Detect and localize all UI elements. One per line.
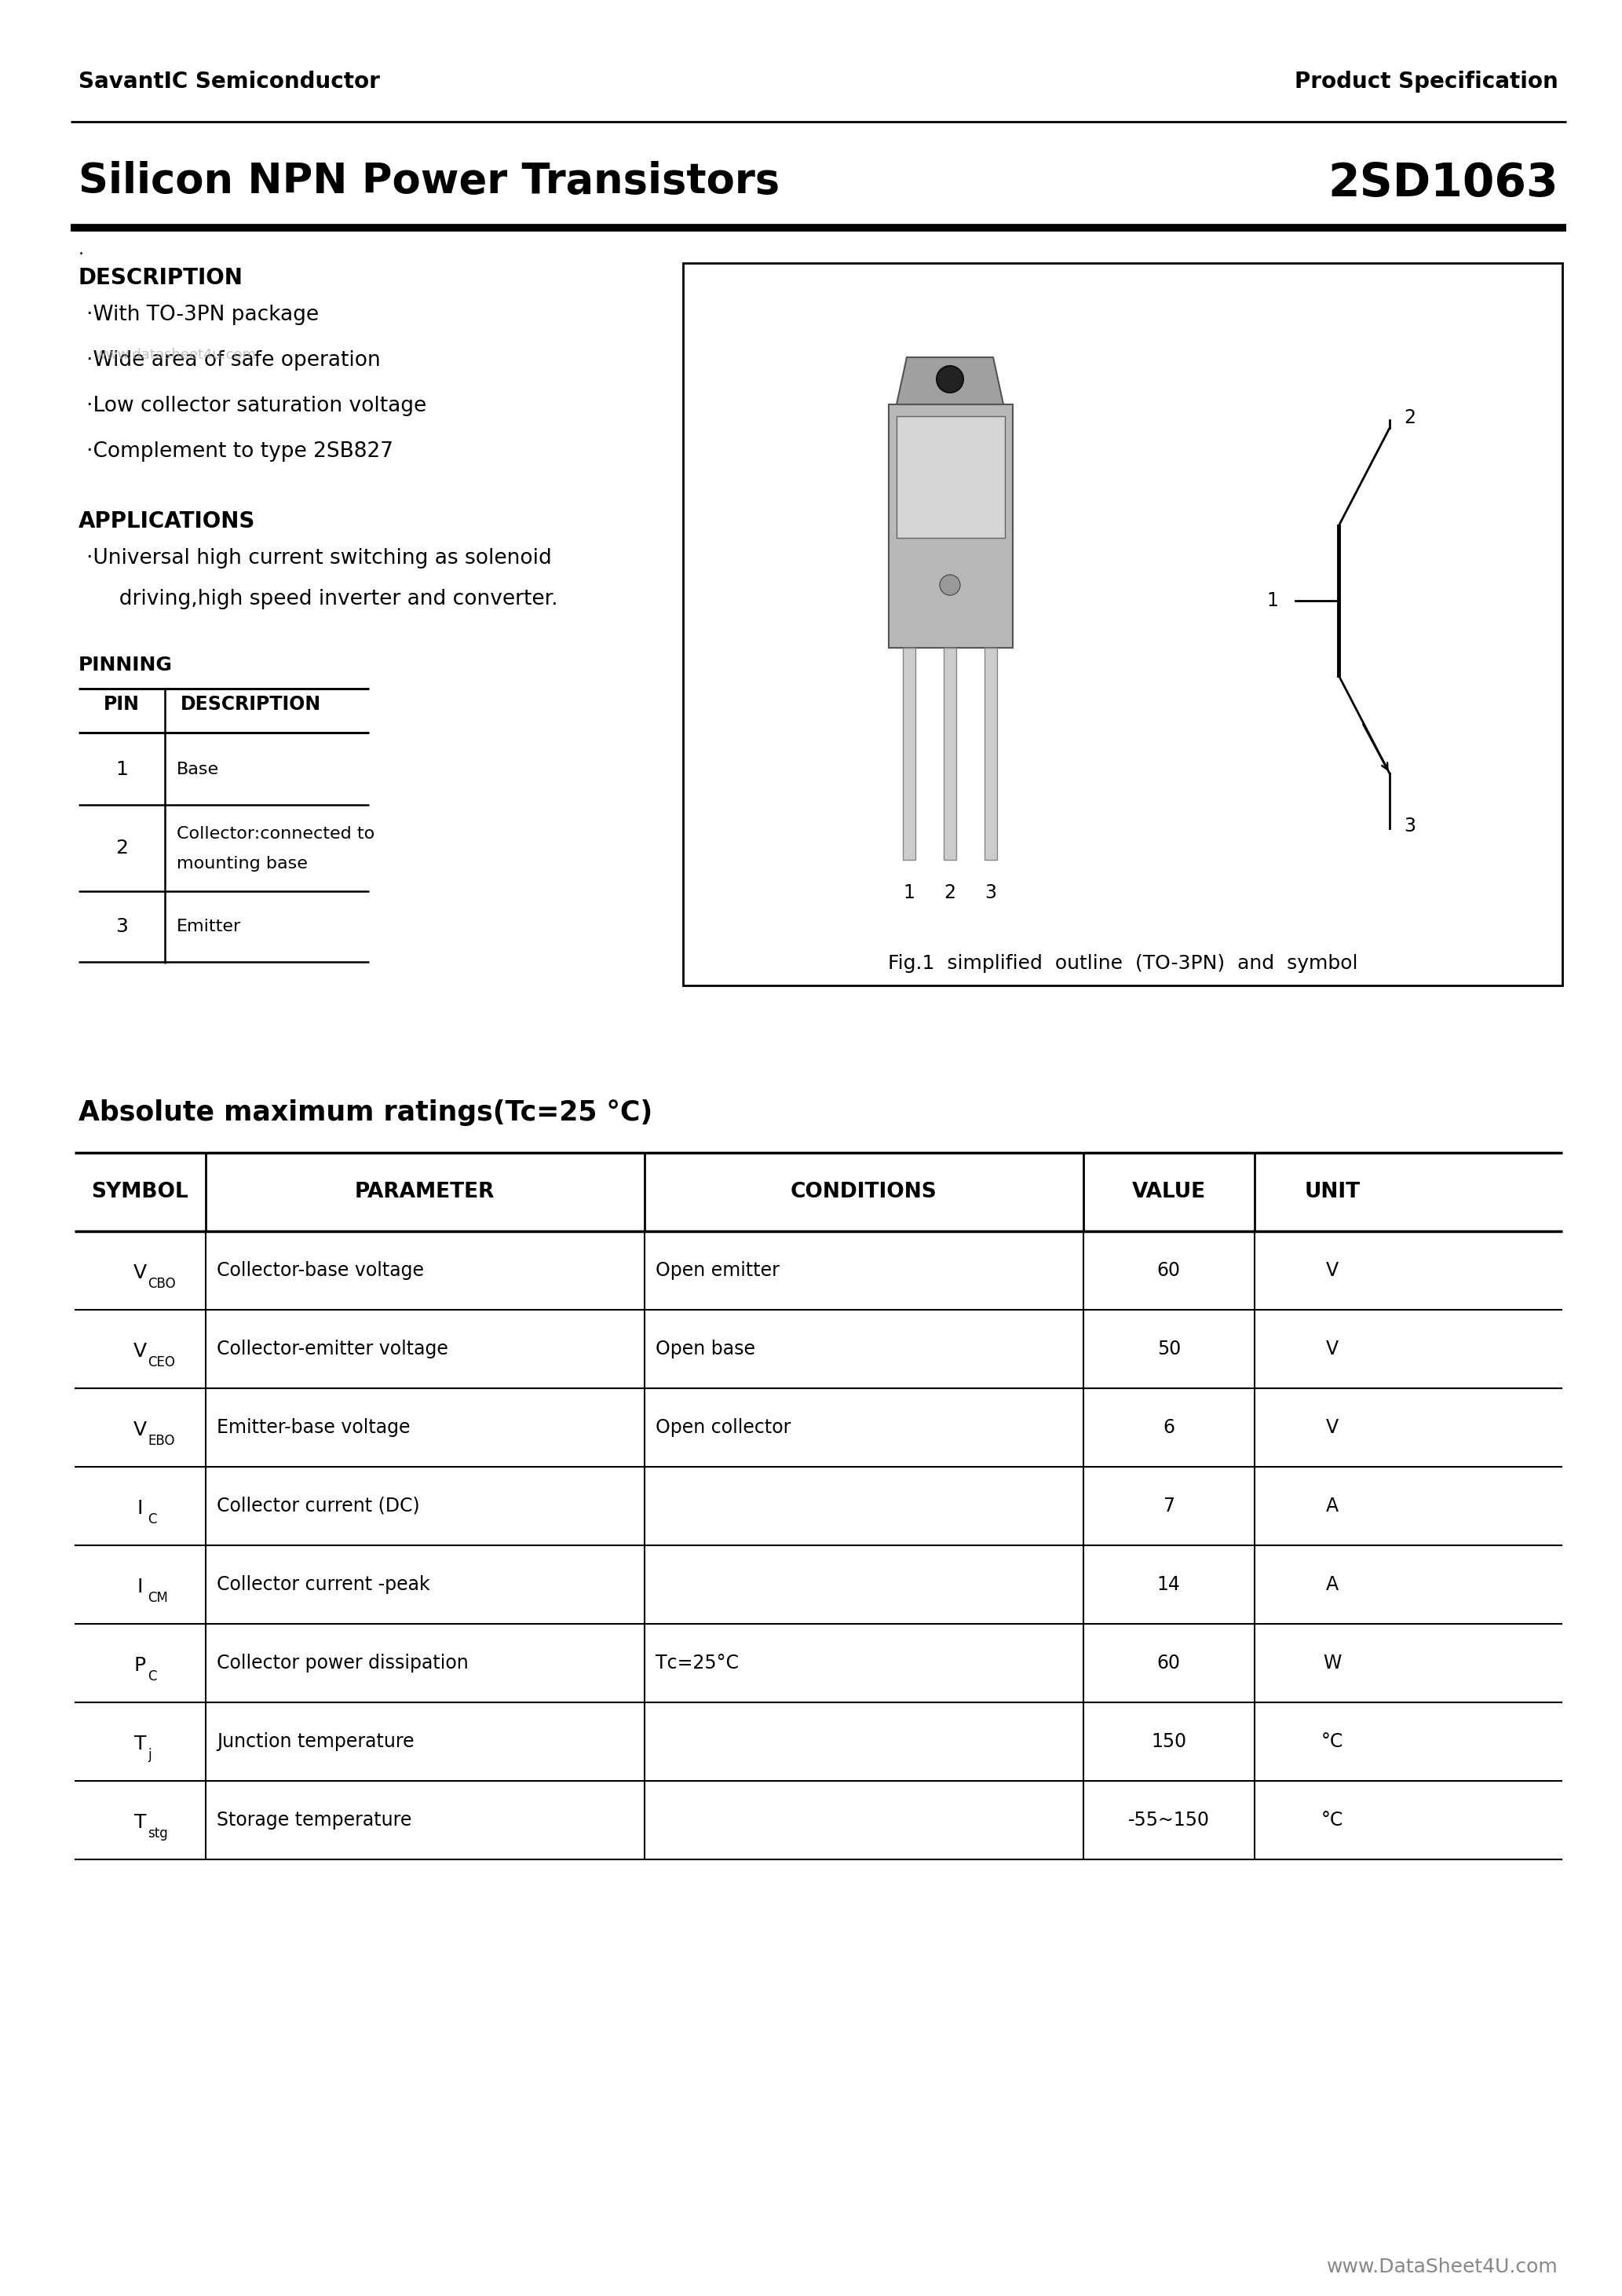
Text: APPLICATIONS: APPLICATIONS [78, 510, 255, 533]
Bar [985, 647, 998, 859]
Text: 60: 60 [1156, 1261, 1181, 1279]
Text: A: A [1327, 1497, 1338, 1515]
Bar [944, 647, 957, 859]
Text: Silicon NPN Power Transistors: Silicon NPN Power Transistors [78, 161, 780, 202]
Text: C: C [148, 1669, 157, 1683]
Text: CONDITIONS: CONDITIONS [790, 1182, 938, 1203]
Text: Emitter: Emitter [177, 918, 242, 934]
Bar [897, 416, 1006, 537]
Text: www.datasheet4u.com: www.datasheet4u.com [94, 349, 256, 363]
Bar [889, 404, 1012, 647]
Bar [903, 647, 915, 859]
Text: P: P [135, 1655, 146, 1674]
Text: 2: 2 [115, 838, 128, 856]
Text: 150: 150 [1152, 1731, 1187, 1752]
Text: Open collector: Open collector [655, 1419, 790, 1437]
Text: VALUE: VALUE [1132, 1182, 1205, 1203]
Text: Collector power dissipation: Collector power dissipation [216, 1653, 469, 1671]
Text: CEO: CEO [148, 1355, 175, 1368]
Text: Junction temperature: Junction temperature [216, 1731, 414, 1752]
Text: UNIT: UNIT [1304, 1182, 1361, 1203]
Text: 14: 14 [1156, 1575, 1181, 1593]
Text: V: V [133, 1263, 146, 1281]
Polygon shape [897, 358, 1004, 404]
Text: DESCRIPTION: DESCRIPTION [180, 696, 321, 714]
Text: V: V [133, 1421, 146, 1440]
Text: EBO: EBO [148, 1433, 175, 1449]
Text: 60: 60 [1156, 1653, 1181, 1671]
Text: mounting base: mounting base [177, 856, 308, 872]
Text: Tᴄ=25°C: Tᴄ=25°C [655, 1653, 738, 1671]
Text: Emitter-base voltage: Emitter-base voltage [216, 1419, 410, 1437]
Text: Collector:connected to: Collector:connected to [177, 827, 375, 843]
Text: V: V [1327, 1339, 1338, 1359]
Text: Product Specification: Product Specification [1294, 71, 1559, 92]
Text: PIN: PIN [104, 696, 139, 714]
Text: Fig.1  simplified  outline  (TO-3PN)  and  symbol: Fig.1 simplified outline (TO-3PN) and sy… [887, 955, 1358, 974]
Text: ·Wide area of safe operation: ·Wide area of safe operation [86, 351, 381, 370]
Text: 1: 1 [903, 884, 915, 902]
Text: V: V [133, 1341, 146, 1362]
Circle shape [936, 365, 963, 393]
Text: DESCRIPTION: DESCRIPTION [78, 266, 243, 289]
Text: Storage temperature: Storage temperature [216, 1812, 412, 1830]
Text: 1: 1 [1267, 592, 1278, 611]
Text: 3: 3 [115, 916, 128, 937]
Text: T: T [135, 1814, 146, 1832]
Text: Collector current (DC): Collector current (DC) [216, 1497, 420, 1515]
Text: CBO: CBO [148, 1277, 175, 1290]
Text: I: I [138, 1499, 143, 1518]
Text: Collector-base voltage: Collector-base voltage [216, 1261, 423, 1279]
Text: SavantIC Semiconductor: SavantIC Semiconductor [78, 71, 380, 92]
Text: www.DataSheet4U.com: www.DataSheet4U.com [1327, 2257, 1559, 2275]
Text: PARAMETER: PARAMETER [355, 1182, 495, 1203]
Text: Collector-emitter voltage: Collector-emitter voltage [216, 1339, 448, 1359]
Text: 2: 2 [944, 884, 955, 902]
Text: Open emitter: Open emitter [655, 1261, 779, 1279]
Text: 1: 1 [115, 760, 128, 778]
Text: -55~150: -55~150 [1127, 1812, 1210, 1830]
Text: driving,high speed inverter and converter.: driving,high speed inverter and converte… [105, 588, 558, 608]
Text: ·Universal high current switching as solenoid: ·Universal high current switching as sol… [86, 549, 551, 569]
Circle shape [939, 574, 960, 595]
Text: °C: °C [1322, 1812, 1343, 1830]
Text: .: . [78, 241, 84, 257]
Text: 50: 50 [1156, 1339, 1181, 1359]
Bar [683, 264, 1562, 985]
Text: Collector current -peak: Collector current -peak [216, 1575, 430, 1593]
Text: 2SD1063: 2SD1063 [1328, 161, 1559, 207]
Text: ·Complement to type 2SB827: ·Complement to type 2SB827 [86, 441, 393, 461]
Text: V: V [1327, 1261, 1338, 1279]
Text: ·Low collector saturation voltage: ·Low collector saturation voltage [86, 395, 427, 416]
Text: 6: 6 [1163, 1419, 1174, 1437]
Text: A: A [1327, 1575, 1338, 1593]
Text: W: W [1324, 1653, 1341, 1671]
Text: ·With TO-3PN package: ·With TO-3PN package [86, 305, 320, 326]
Text: 2: 2 [1403, 409, 1416, 427]
Text: I: I [138, 1577, 143, 1596]
Text: °C: °C [1322, 1731, 1343, 1752]
Text: C: C [148, 1513, 157, 1527]
Text: 3: 3 [1403, 817, 1416, 836]
Text: PINNING: PINNING [78, 657, 172, 675]
Text: stg: stg [148, 1825, 169, 1841]
Text: 7: 7 [1163, 1497, 1174, 1515]
Text: Base: Base [177, 762, 219, 778]
Text: 3: 3 [985, 884, 996, 902]
Text: V: V [1327, 1419, 1338, 1437]
Text: CM: CM [148, 1591, 169, 1605]
Text: SYMBOL: SYMBOL [91, 1182, 188, 1203]
Text: j: j [148, 1747, 151, 1761]
Text: Open base: Open base [655, 1339, 756, 1359]
Text: Absolute maximum ratings(Tc=25 °C): Absolute maximum ratings(Tc=25 °C) [78, 1100, 652, 1125]
Text: T: T [135, 1733, 146, 1754]
